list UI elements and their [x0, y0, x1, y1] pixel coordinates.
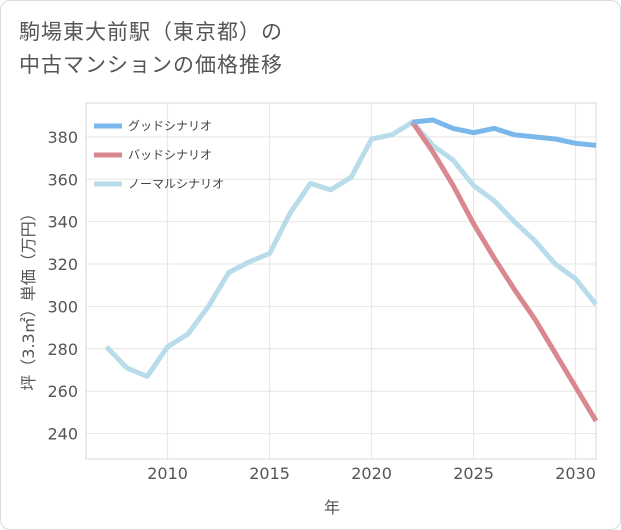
- y-axis-title: 坪（3.3㎡）単価（万円）: [19, 205, 38, 390]
- x-tick-label: 2010: [147, 464, 188, 483]
- plot-frame: [85, 102, 597, 460]
- x-axis-ticks: 2010 2015 2020 2025 2030: [147, 464, 596, 483]
- legend-label: ノーマルシナリオ: [128, 177, 224, 191]
- series-lines: [104, 117, 599, 423]
- legend-label: グッドシナリオ: [128, 119, 212, 133]
- y-tick-label: 340: [47, 213, 78, 232]
- series-line-2: [104, 119, 598, 379]
- series-line-1: [410, 120, 599, 423]
- y-tick-label: 360: [47, 170, 78, 189]
- x-tick-label: 2030: [555, 464, 596, 483]
- chart-title: 駒場東大前駅（東京都）の 中古マンションの価格推移: [19, 16, 283, 82]
- y-axis-ticks: 240 260 280 300 320 340 360 380: [47, 128, 78, 444]
- chart-title-line2: 中古マンションの価格推移: [19, 53, 283, 77]
- y-tick-label: 260: [47, 382, 78, 401]
- x-tick-label: 2025: [453, 464, 494, 483]
- legend-label: バッドシナリオ: [128, 148, 212, 162]
- y-tick-label: 240: [47, 425, 78, 444]
- x-tick-label: 2020: [351, 464, 392, 483]
- x-axis-title: 年: [324, 498, 340, 517]
- y-tick-label: 300: [47, 297, 78, 316]
- y-tick-label: 380: [47, 128, 78, 147]
- y-tick-label: 320: [47, 255, 78, 274]
- x-tick-label: 2015: [249, 464, 290, 483]
- series-line-0: [412, 117, 597, 148]
- chart-title-line1: 駒場東大前駅（東京都）の: [19, 20, 283, 44]
- y-tick-label: 280: [47, 340, 78, 359]
